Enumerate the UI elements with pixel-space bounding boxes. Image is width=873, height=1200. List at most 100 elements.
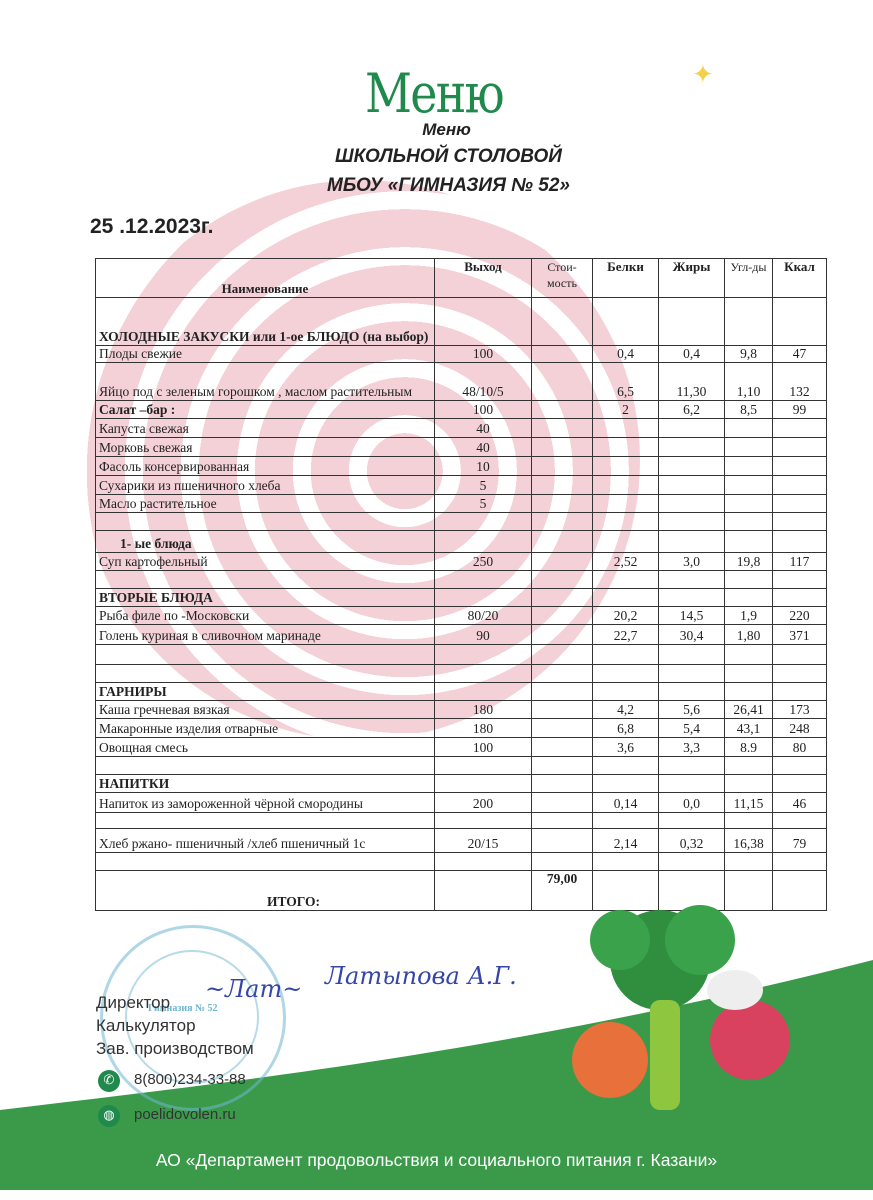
proteins-cell bbox=[592, 570, 659, 589]
table-row: Рыба филе по -Московски 80/20 20,2 14,5 1,9 2… bbox=[95, 606, 827, 625]
kcal-cell bbox=[772, 297, 827, 346]
proteins-cell bbox=[592, 437, 659, 457]
carbs-cell bbox=[724, 570, 773, 589]
proteins-cell: 2,14 bbox=[592, 828, 659, 853]
yield-cell bbox=[434, 297, 532, 346]
yield-cell bbox=[434, 512, 532, 531]
dish-name: Плоды свежие bbox=[95, 345, 435, 363]
dish-name: Каша гречневая вязкая bbox=[95, 700, 435, 719]
yield-cell bbox=[434, 756, 532, 775]
table-row bbox=[95, 664, 827, 683]
carbs-cell: 26,41 bbox=[724, 700, 773, 719]
footer-wave bbox=[0, 905, 873, 1200]
carbs-cell bbox=[724, 418, 773, 438]
carbs-cell: 43,1 bbox=[724, 718, 773, 738]
fats-cell bbox=[658, 570, 725, 589]
yield-cell bbox=[434, 570, 532, 589]
kcal-cell bbox=[772, 456, 827, 476]
table-row: Капуста свежая 40 bbox=[95, 418, 827, 438]
cost-cell bbox=[531, 644, 593, 665]
kcal-cell: 248 bbox=[772, 718, 827, 738]
column-header: Ккал bbox=[772, 258, 827, 298]
cost-cell bbox=[531, 828, 593, 853]
proteins-cell bbox=[592, 812, 659, 829]
cost-cell bbox=[531, 700, 593, 719]
kcal-cell bbox=[772, 870, 827, 911]
fats-cell bbox=[658, 682, 725, 701]
yield-cell: 90 bbox=[434, 624, 532, 645]
yield-cell: 5 bbox=[434, 494, 532, 513]
carbs-cell: 1,9 bbox=[724, 606, 773, 625]
cost-cell bbox=[531, 852, 593, 871]
yield-cell bbox=[434, 644, 532, 665]
signature-name: Латыпова А.Г. bbox=[325, 962, 517, 990]
proteins-cell bbox=[592, 475, 659, 495]
fats-cell bbox=[658, 456, 725, 476]
website-link[interactable]: poelidovolen.ru bbox=[134, 1106, 236, 1123]
table-row: Салат –бар :100 2 6,2 8,5 99 bbox=[95, 400, 827, 419]
proteins-cell bbox=[592, 418, 659, 438]
proteins-cell: 0,4 bbox=[592, 345, 659, 363]
carbs-cell bbox=[724, 475, 773, 495]
yield-cell bbox=[434, 530, 532, 553]
column-header: Жиры bbox=[658, 258, 725, 298]
cost-cell bbox=[531, 664, 593, 683]
proteins-cell: 22,7 bbox=[592, 624, 659, 645]
carbs-cell bbox=[724, 852, 773, 871]
cost-cell bbox=[531, 345, 593, 363]
organization-name: АО «Департамент продовольствия и социаль… bbox=[155, 1150, 718, 1170]
kcal-cell bbox=[772, 530, 827, 553]
kcal-cell: 80 bbox=[772, 737, 827, 757]
fats-cell bbox=[658, 812, 725, 829]
kcal-cell bbox=[772, 437, 827, 457]
cost-cell bbox=[531, 552, 593, 571]
carbs-cell: 16,38 bbox=[724, 828, 773, 853]
kcal-cell bbox=[772, 852, 827, 871]
proteins-cell: 6,8 bbox=[592, 718, 659, 738]
cost-cell bbox=[531, 494, 593, 513]
carbs-cell bbox=[724, 530, 773, 553]
proteins-cell bbox=[592, 756, 659, 775]
proteins-cell: 6,5 bbox=[592, 362, 659, 401]
cost-cell bbox=[531, 812, 593, 829]
fats-cell bbox=[658, 644, 725, 665]
dish-name: Напиток из замороженной чёрной смородины bbox=[95, 792, 435, 813]
carbs-cell bbox=[724, 437, 773, 457]
yield-cell: 180 bbox=[434, 700, 532, 719]
title-line-1: ШКОЛЬНОЙ СТОЛОВОЙ bbox=[335, 146, 562, 167]
proteins-cell bbox=[592, 774, 659, 793]
table-row bbox=[95, 852, 827, 871]
fats-cell: 0,32 bbox=[658, 828, 725, 853]
official-stamp-inner bbox=[125, 950, 259, 1084]
fats-cell: 30,4 bbox=[658, 624, 725, 645]
carbs-cell: 19,8 bbox=[724, 552, 773, 571]
kcal-cell bbox=[772, 475, 827, 495]
kcal-cell bbox=[772, 418, 827, 438]
dish-name: Макаронные изделия отварные bbox=[95, 718, 435, 738]
role-director: Директор bbox=[96, 993, 171, 1012]
proteins-cell bbox=[592, 297, 659, 346]
globe-icon: ◍ bbox=[98, 1105, 120, 1127]
menu-table: Наименование Выход Стои-мость Белки Жиры Угл-… bbox=[95, 258, 827, 911]
kcal-cell: 132 bbox=[772, 362, 827, 401]
carbs-cell: 1,10 bbox=[724, 362, 773, 401]
table-row bbox=[95, 570, 827, 589]
official-stamp bbox=[100, 925, 286, 1111]
dish-name: Капуста свежая bbox=[95, 418, 435, 438]
carbs-cell: 8,5 bbox=[724, 400, 773, 419]
fats-cell bbox=[658, 664, 725, 683]
yield-cell: 5 bbox=[434, 475, 532, 495]
fats-cell bbox=[658, 437, 725, 457]
dish-name: 1- ые блюда bbox=[95, 530, 435, 553]
yield-cell: 200 bbox=[434, 792, 532, 813]
fats-cell: 3,3 bbox=[658, 737, 725, 757]
vegetable-characters-illustration bbox=[572, 905, 790, 1110]
carbs-cell: 9,8 bbox=[724, 345, 773, 363]
yield-cell bbox=[434, 774, 532, 793]
yield-cell: 100 bbox=[434, 400, 532, 419]
dish-name: Овощная смесь bbox=[95, 737, 435, 757]
total-row: ИТОГО: 79,00 bbox=[95, 870, 827, 911]
proteins-cell bbox=[592, 644, 659, 665]
table-row bbox=[95, 512, 827, 531]
carbs-cell bbox=[724, 812, 773, 829]
